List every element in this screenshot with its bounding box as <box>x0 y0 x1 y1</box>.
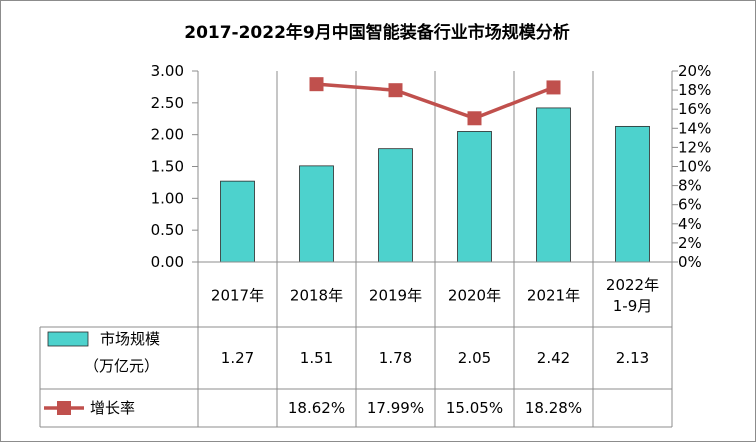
growth-rate-value: 17.99% <box>367 399 424 417</box>
market-size-value: 2.05 <box>458 349 491 367</box>
category-label: 2019年 <box>369 287 422 305</box>
market-size-value: 2.42 <box>537 349 570 367</box>
right-axis-tick-label: 2% <box>678 234 702 252</box>
bar-2017年 <box>220 180 255 263</box>
right-axis-tick-label: 4% <box>678 215 702 233</box>
market-size-value: 1.78 <box>379 349 412 367</box>
bar-2019年 <box>378 148 413 263</box>
left-axis-tick-label: 1.50 <box>151 158 184 176</box>
growth-rate-marker-2021年 <box>546 80 561 95</box>
right-axis-tick-label: 8% <box>678 177 702 195</box>
market-size-value: 1.51 <box>300 349 333 367</box>
right-axis-tick-label: 18% <box>678 81 711 99</box>
right-axis-tick-label: 10% <box>678 158 711 176</box>
left-axis-tick-label: 3.00 <box>151 62 184 80</box>
left-axis-tick-label: 0.00 <box>151 253 184 271</box>
category-label: 2020年 <box>448 287 501 305</box>
growth-rate-marker-2019年 <box>388 83 403 98</box>
bar-2020年 <box>457 131 492 263</box>
category-label: 2021年 <box>527 287 580 305</box>
growth-rate-value: 18.62% <box>288 399 345 417</box>
market-size-value: 2.13 <box>616 349 649 367</box>
growth-rate-line <box>316 82 555 121</box>
legend-market-size-unit: （万亿元） <box>84 357 159 375</box>
market-size-value: 1.27 <box>221 349 254 367</box>
bar-2022年1-9月 <box>615 125 650 263</box>
bar-2018年 <box>299 165 334 263</box>
legend-market-size-swatch <box>47 331 89 347</box>
growth-rate-value: 15.05% <box>446 399 503 417</box>
legend-growth-label: 增长率 <box>90 399 135 417</box>
right-axis-tick-label: 6% <box>678 196 702 214</box>
right-axis-tick-label: 16% <box>678 100 711 118</box>
left-axis-tick-label: 0.50 <box>151 221 184 239</box>
growth-rate-marker-2018年 <box>309 77 324 92</box>
right-axis-tick-label: 12% <box>678 138 711 156</box>
growth-rate-value: 18.28% <box>525 399 582 417</box>
chart-title: 2017-2022年9月中国智能装备行业市场规模分析 <box>184 23 570 43</box>
category-label: 2017年 <box>211 287 264 305</box>
left-axis-tick-label: 2.50 <box>151 94 184 112</box>
right-axis-tick-label: 14% <box>678 119 711 137</box>
legend-growth-marker <box>57 401 71 415</box>
category-label: 2018年 <box>290 287 343 305</box>
category-label: 2022年 <box>606 276 659 294</box>
category-label: 1-9月 <box>613 297 653 315</box>
right-axis-tick-label: 0% <box>678 253 702 271</box>
left-axis-tick-label: 2.00 <box>151 126 184 144</box>
legend-market-size-label: 市场规模 <box>100 330 160 348</box>
bar-2021年 <box>536 107 571 263</box>
left-axis-tick-label: 1.00 <box>151 189 184 207</box>
growth-rate-marker-2020年 <box>467 111 482 126</box>
right-axis-tick-label: 20% <box>678 62 711 80</box>
